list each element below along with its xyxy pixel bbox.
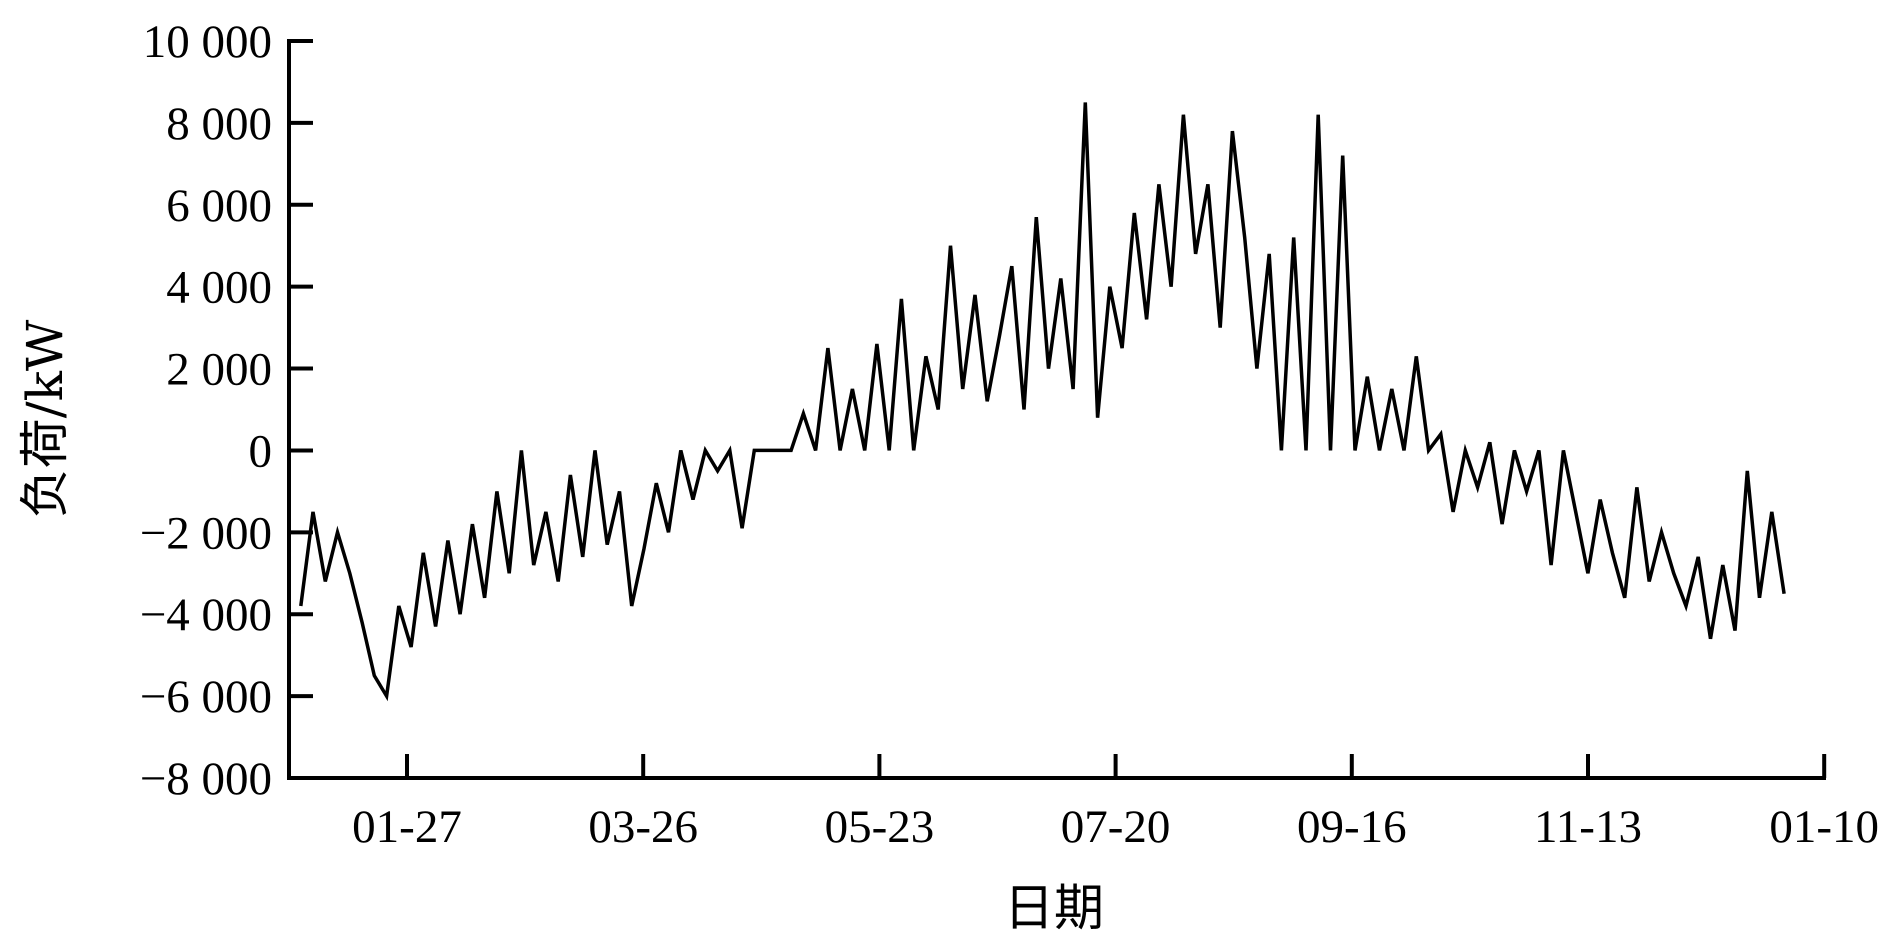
y-tick-label: −4 000 <box>140 589 272 641</box>
y-tick-label: 0 <box>249 425 273 477</box>
x-tick-label: 07-20 <box>1061 801 1171 853</box>
y-tick-label: 8 000 <box>166 98 272 150</box>
y-tick-label: −2 000 <box>140 507 272 559</box>
y-tick-label: 6 000 <box>166 180 272 232</box>
load-series-line <box>299 102 1786 702</box>
y-tick-label: −8 000 <box>140 753 272 805</box>
y-tick-label: 2 000 <box>166 344 272 396</box>
x-tick-label: 03-26 <box>588 801 698 853</box>
x-tick-label: 05-23 <box>825 801 935 853</box>
x-tick-label: 01-27 <box>352 801 462 853</box>
x-tick-label: 01-10 <box>1769 801 1879 853</box>
x-axis-ticks: 01-27 03-26 05-23 07-20 09-16 11-13 01-10 <box>352 754 1879 853</box>
y-tick-label: 4 000 <box>166 262 272 314</box>
y-axis-ticks: −8 000 −6 000 −4 000 −2 000 0 2 000 4 000 6 000… <box>140 16 313 805</box>
x-axis-title: 日期 <box>1004 879 1104 937</box>
y-axis-title: 负荷/kW <box>16 319 74 518</box>
y-tick-label: −6 000 <box>140 671 272 723</box>
x-tick-label: 11-13 <box>1534 801 1642 853</box>
y-tick-label: 10 000 <box>143 16 272 68</box>
x-tick-label: 09-16 <box>1297 801 1407 853</box>
